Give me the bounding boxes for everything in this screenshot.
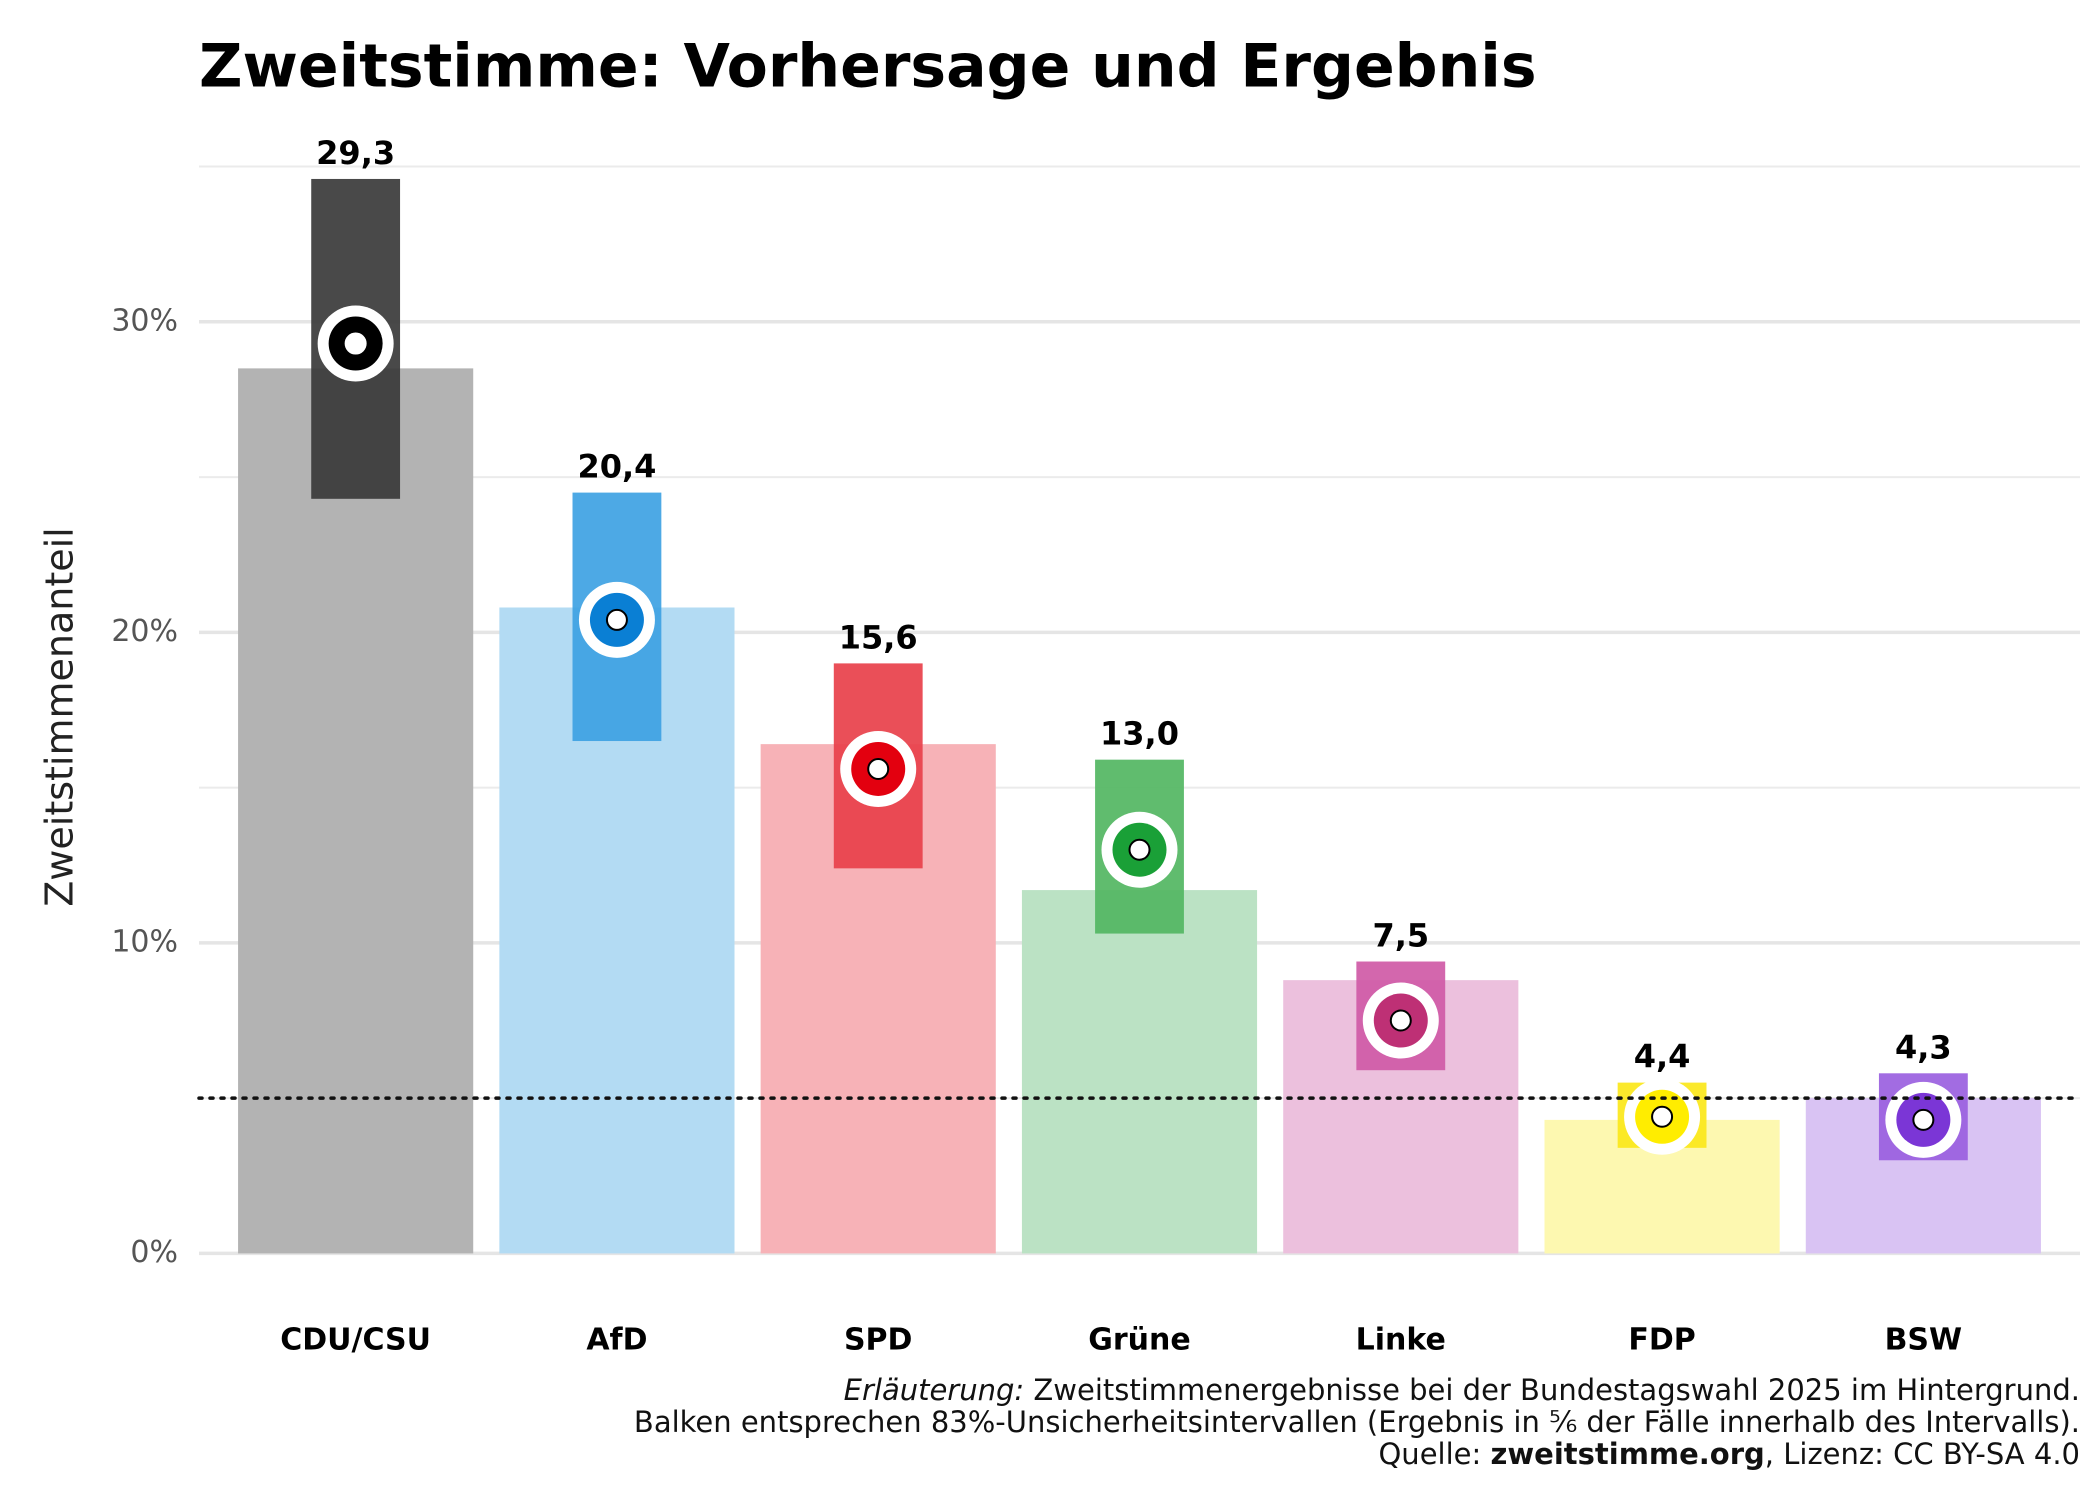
value-label: 29,3 [316, 134, 395, 172]
y-tick-label: 20% [111, 614, 178, 649]
x-tick-label: Linke [1356, 1323, 1446, 1358]
plot-area: 0% 10% 20% 30% 29,3 CDU/CSU 20,4 AfD 15,6 SPD 13,0… [111, 134, 2082, 1358]
result-bar [238, 368, 474, 1254]
caption-text: Quelle: [1378, 1437, 1490, 1471]
x-tick-label: AfD [586, 1323, 647, 1358]
caption-line: Erläuterung: Zweitstimmenergebnisse bei … [844, 1373, 2080, 1407]
value-label: 13,0 [1100, 715, 1179, 753]
y-tick-label: 30% [111, 303, 178, 338]
y-tick-label: 10% [111, 924, 178, 959]
x-tick-label: CDU/CSU [280, 1323, 431, 1358]
forecast-center [867, 757, 890, 780]
forecast-center [1389, 1009, 1412, 1032]
caption-text: zweitstimme.org [1490, 1437, 1764, 1471]
caption-text: , Lizenz: CC BY-SA 4.0 [1765, 1437, 2080, 1471]
x-tick-label: SPD [844, 1323, 913, 1358]
value-label: 4,3 [1895, 1028, 1952, 1066]
forecast-center [605, 608, 628, 631]
caption-line: Quelle: zweitstimme.org, Lizenz: CC BY-S… [1378, 1437, 2080, 1471]
x-tick-label: BSW [1885, 1323, 1963, 1358]
forecast-center [344, 332, 367, 355]
forecast-center [1912, 1108, 1935, 1131]
value-label: 4,4 [1634, 1038, 1691, 1076]
value-label: 20,4 [577, 448, 656, 486]
chart-title: Zweitstimme: Vorhersage und Ergebnis [199, 32, 1537, 102]
caption-line: Balken entsprechen 83%-Unsicherheitsinte… [634, 1405, 2080, 1439]
value-label: 7,5 [1372, 917, 1429, 955]
value-label: 15,6 [839, 618, 918, 656]
forecast-center [1651, 1105, 1674, 1128]
result-bar [1021, 890, 1258, 1254]
y-tick-label: 0% [130, 1235, 178, 1270]
caption-text: Zweitstimmenergebnisse bei der Bundestag… [1024, 1373, 2080, 1407]
forecast-center [1128, 838, 1151, 861]
x-tick-label: Grüne [1088, 1323, 1190, 1358]
y-axis-label: Zweitstimmenanteil [38, 527, 82, 906]
caption-text: Erläuterung: [844, 1373, 1025, 1407]
x-tick-label: FDP [1628, 1323, 1695, 1358]
